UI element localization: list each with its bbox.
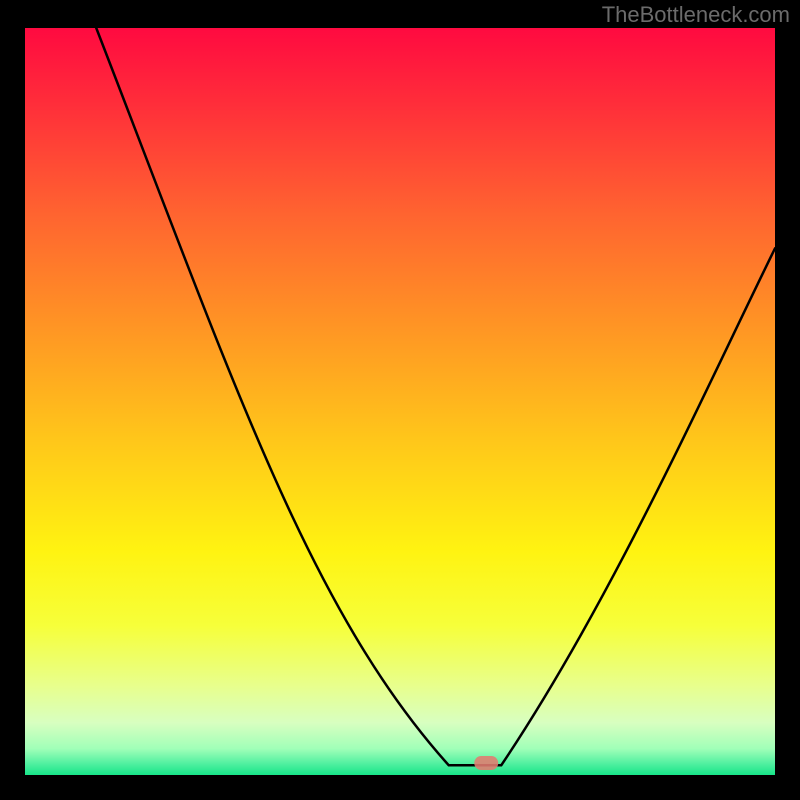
bottleneck-chart: TheBottleneck.com xyxy=(0,0,800,800)
chart-container: TheBottleneck.com xyxy=(0,0,800,800)
optimal-point-marker xyxy=(474,756,498,770)
plot-area xyxy=(25,28,775,775)
watermark-text: TheBottleneck.com xyxy=(602,2,790,27)
